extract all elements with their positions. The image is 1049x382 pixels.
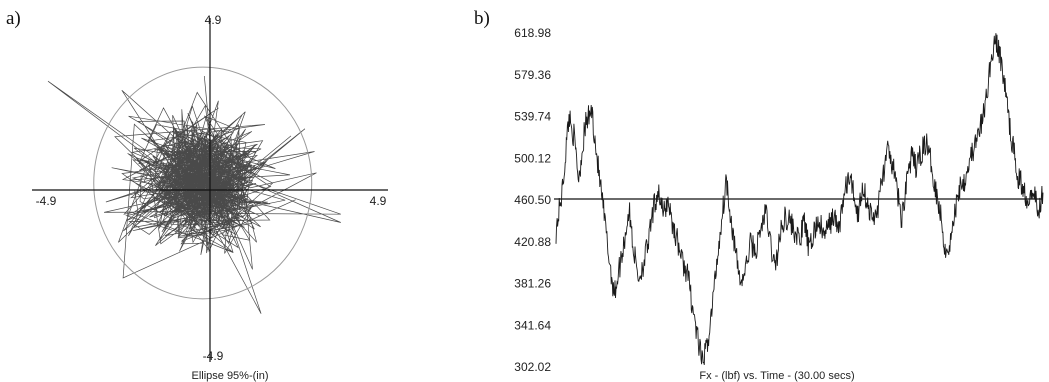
- y-tick-label: 579.36: [514, 68, 551, 82]
- panel-label-b: b): [474, 8, 490, 29]
- fx-series-line: [555, 33, 1044, 366]
- y-tick-label: 460.50: [514, 193, 551, 207]
- x-axis-caption-b: Fx - (lbf) vs. Time - (30.00 secs): [699, 370, 854, 382]
- confidence-ellipse: [93, 66, 313, 300]
- y-tick-label: 618.98: [514, 26, 551, 40]
- y-tick-min: -4.9: [203, 349, 224, 363]
- y-tick-label: 539.74: [514, 110, 551, 124]
- sway-path-line: [47, 75, 341, 314]
- y-tick-labels: 618.98 579.36 539.74 500.12 460.50 420.88 381.…: [514, 26, 551, 374]
- y-tick-label: 302.02: [514, 360, 551, 374]
- y-tick-label: 420.88: [514, 235, 551, 249]
- y-tick-max: 4.9: [205, 13, 222, 27]
- stabilogram-chart: -4.9 4.9 4.9 -4.9 Ellipse 95%-(in): [32, 13, 388, 382]
- panel-label-a: a): [6, 8, 21, 29]
- y-tick-label: 341.64: [514, 318, 551, 332]
- x-tick-min: -4.9: [36, 194, 57, 208]
- sway-path: [47, 75, 341, 314]
- y-tick-label: 500.12: [514, 151, 551, 165]
- y-tick-label: 381.26: [514, 277, 551, 291]
- x-axis-caption: Ellipse 95%-(in): [191, 370, 268, 382]
- x-tick-max: 4.9: [370, 194, 387, 208]
- fx-series: [555, 33, 1044, 366]
